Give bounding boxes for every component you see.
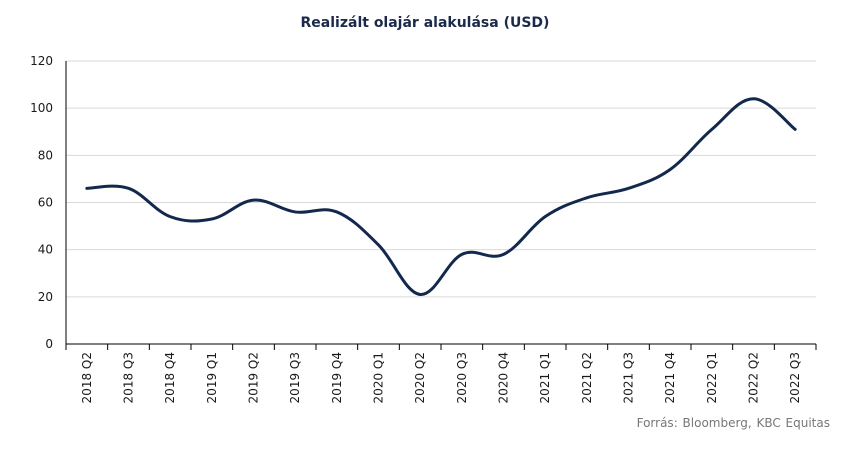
y-tick-label: 80 <box>38 148 53 162</box>
series-line <box>85 97 797 296</box>
y-tick-label: 60 <box>38 196 53 210</box>
x-tick-label: 2021 Q1 <box>538 352 552 403</box>
x-tick-label: 2021 Q3 <box>622 352 636 403</box>
x-tick-label: 2018 Q4 <box>163 352 177 403</box>
y-tick-label: 120 <box>30 54 53 68</box>
x-tick-label: 2020 Q2 <box>413 352 427 403</box>
x-tick-label: 2022 Q1 <box>705 352 719 403</box>
y-tick-label: 0 <box>45 337 53 351</box>
x-tick-label: 2021 Q2 <box>580 352 594 403</box>
y-tick-label: 100 <box>30 101 53 115</box>
x-tick-label: 2019 Q3 <box>288 352 302 403</box>
source-note: Forrás: Bloomberg, KBC Equitas <box>636 416 830 430</box>
y-tick-label: 20 <box>38 290 53 304</box>
series-lines <box>85 97 797 296</box>
x-tick-label: 2020 Q3 <box>455 352 469 403</box>
x-tick-label: 2019 Q4 <box>330 352 344 403</box>
x-tick-label: 2020 Q4 <box>497 352 511 403</box>
axes <box>65 61 816 345</box>
x-tick-label: 2018 Q3 <box>122 352 136 403</box>
x-tick-label: 2022 Q3 <box>788 352 802 403</box>
x-axis-ticks: 2018 Q2 2018 Q3 2018 Q4 2019 Q1 2019 Q2 2019 … <box>65 344 817 403</box>
gridlines <box>66 60 816 298</box>
x-tick-label: 2022 Q2 <box>747 352 761 403</box>
chart-title: Realizált olajár alakulása (USD) <box>300 15 550 31</box>
y-tick-label: 40 <box>38 243 53 257</box>
x-tick-label: 2019 Q1 <box>205 352 219 403</box>
x-tick-label: 2018 Q2 <box>80 352 94 403</box>
x-tick-label: 2021 Q4 <box>663 352 677 403</box>
y-axis-ticks: 0 20 40 60 80 100 120 <box>30 54 53 351</box>
x-tick-label: 2019 Q2 <box>247 352 261 403</box>
x-tick-label: 2020 Q1 <box>372 352 386 403</box>
